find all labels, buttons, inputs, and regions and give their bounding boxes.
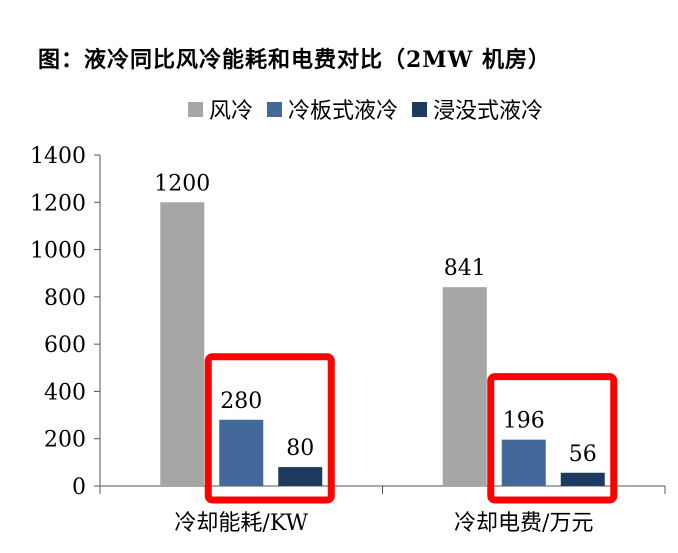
legend-label-immersion: 浸没式液冷	[433, 99, 544, 124]
bar	[501, 439, 546, 486]
bar	[278, 467, 323, 486]
y-tick-label: 1400	[30, 144, 86, 169]
legend-swatch-immersion	[412, 101, 428, 117]
bar	[160, 202, 205, 487]
y-tick-label: 0	[72, 475, 86, 500]
data-label: 841	[444, 256, 486, 281]
y-tick-label: 1000	[30, 239, 86, 264]
highlight-box	[204, 353, 335, 504]
chart-title: 图：液冷同比风冷能耗和电费对比（2MW 机房）	[38, 47, 552, 73]
bar	[442, 287, 487, 486]
data-label: 80	[286, 436, 314, 461]
data-label: 1200	[154, 171, 210, 196]
legend-swatch-cold-plate	[267, 101, 283, 117]
bar	[560, 472, 605, 486]
y-tick-label: 200	[44, 428, 86, 453]
chart-legend: 风冷 冷板式液冷 浸没式液冷	[188, 92, 557, 126]
highlight-box	[487, 373, 618, 504]
y-tick-label: 400	[44, 380, 86, 405]
legend-item-cold-plate: 冷板式液冷	[267, 93, 398, 125]
legend-label-air: 风冷	[209, 99, 254, 124]
legend-swatch-air	[188, 101, 203, 117]
legend-item-immersion: 浸没式液冷	[412, 93, 543, 125]
x-category-label: 冷却能耗/KW	[174, 511, 308, 536]
data-label: 196	[503, 409, 545, 434]
x-category-label: 冷却电费/万元	[454, 511, 593, 536]
y-tick-label: 1200	[30, 191, 86, 216]
legend-label-cold-plate: 冷板式液冷	[288, 99, 399, 124]
data-label: 280	[220, 389, 262, 414]
legend-item-air: 风冷	[188, 93, 253, 125]
data-label: 56	[569, 442, 597, 467]
bar	[219, 419, 264, 486]
y-tick-label: 600	[44, 333, 86, 358]
y-tick-label: 800	[44, 286, 86, 311]
